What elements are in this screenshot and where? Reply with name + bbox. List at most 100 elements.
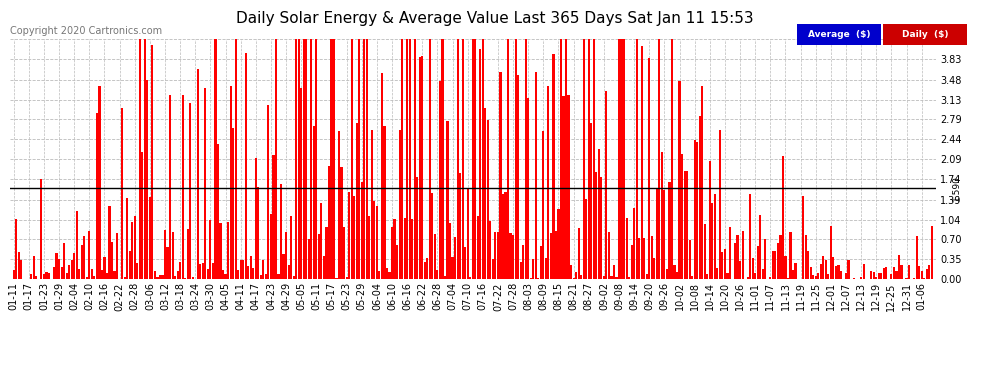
Bar [565, 39, 567, 279]
Bar [151, 45, 153, 279]
Text: 1.590: 1.590 [952, 175, 961, 201]
Bar [618, 39, 620, 279]
Bar [147, 80, 148, 279]
Bar [641, 46, 643, 279]
Bar [552, 54, 554, 279]
Bar [333, 39, 335, 279]
Bar [303, 39, 305, 279]
Bar [717, 268, 719, 279]
Bar [446, 121, 448, 279]
Bar [737, 235, 739, 279]
Bar [729, 226, 731, 279]
Bar [411, 219, 413, 279]
Bar [174, 276, 176, 279]
Bar [580, 275, 582, 279]
Bar [116, 232, 118, 279]
Bar [396, 244, 398, 279]
Bar [746, 278, 748, 279]
Bar [815, 276, 817, 279]
Bar [838, 265, 840, 279]
Bar [58, 259, 60, 279]
Bar [338, 131, 341, 279]
Bar [655, 189, 658, 279]
Bar [554, 231, 557, 279]
Bar [901, 266, 903, 279]
Bar [668, 182, 670, 279]
Bar [15, 219, 17, 279]
Bar [492, 259, 494, 279]
Bar [346, 277, 347, 279]
Bar [103, 257, 106, 279]
Bar [701, 86, 703, 279]
Bar [621, 39, 623, 279]
Bar [386, 268, 388, 279]
Bar [686, 171, 688, 279]
Bar [603, 276, 605, 279]
Bar [699, 116, 701, 279]
Bar [751, 258, 753, 279]
Bar [683, 171, 686, 279]
Bar [520, 262, 522, 279]
Bar [421, 56, 424, 279]
Bar [820, 264, 822, 279]
Bar [287, 265, 290, 279]
Bar [734, 243, 737, 279]
Bar [611, 276, 613, 279]
Bar [265, 274, 267, 279]
Bar [376, 206, 378, 279]
Bar [535, 72, 537, 279]
Bar [48, 273, 50, 279]
Bar [252, 268, 254, 279]
Bar [883, 268, 885, 279]
Bar [691, 276, 693, 279]
Bar [648, 58, 650, 279]
Bar [444, 276, 446, 279]
Bar [830, 226, 832, 279]
Bar [802, 196, 804, 279]
Bar [156, 277, 158, 279]
Bar [810, 267, 812, 279]
Bar [249, 256, 251, 279]
Bar [434, 234, 436, 279]
Bar [101, 270, 103, 279]
Bar [764, 239, 766, 279]
Bar [525, 39, 527, 279]
Bar [852, 278, 854, 279]
Bar [285, 232, 287, 279]
Bar [538, 278, 540, 279]
Bar [259, 275, 262, 279]
Bar [18, 252, 20, 279]
Bar [759, 214, 761, 279]
Bar [456, 39, 458, 279]
Bar [890, 274, 892, 279]
Bar [328, 166, 330, 279]
Bar [70, 260, 73, 279]
Bar [262, 260, 264, 279]
Bar [906, 278, 908, 279]
Bar [318, 234, 320, 279]
Bar [464, 247, 466, 279]
Bar [673, 264, 675, 279]
Bar [754, 273, 756, 279]
Bar [471, 39, 474, 279]
Bar [789, 232, 792, 279]
Bar [878, 273, 880, 279]
Bar [13, 270, 15, 279]
Bar [807, 251, 809, 279]
Bar [308, 239, 310, 279]
Bar [295, 39, 297, 279]
Bar [202, 262, 204, 279]
Bar [817, 273, 820, 279]
Bar [530, 278, 532, 279]
Bar [502, 194, 504, 279]
Bar [512, 236, 514, 279]
Bar [895, 271, 898, 279]
Bar [121, 108, 123, 279]
Bar [931, 226, 933, 279]
Bar [217, 144, 219, 279]
Bar [795, 263, 797, 279]
Bar [487, 120, 489, 279]
Bar [454, 237, 456, 279]
Bar [572, 278, 574, 279]
Bar [148, 197, 150, 279]
